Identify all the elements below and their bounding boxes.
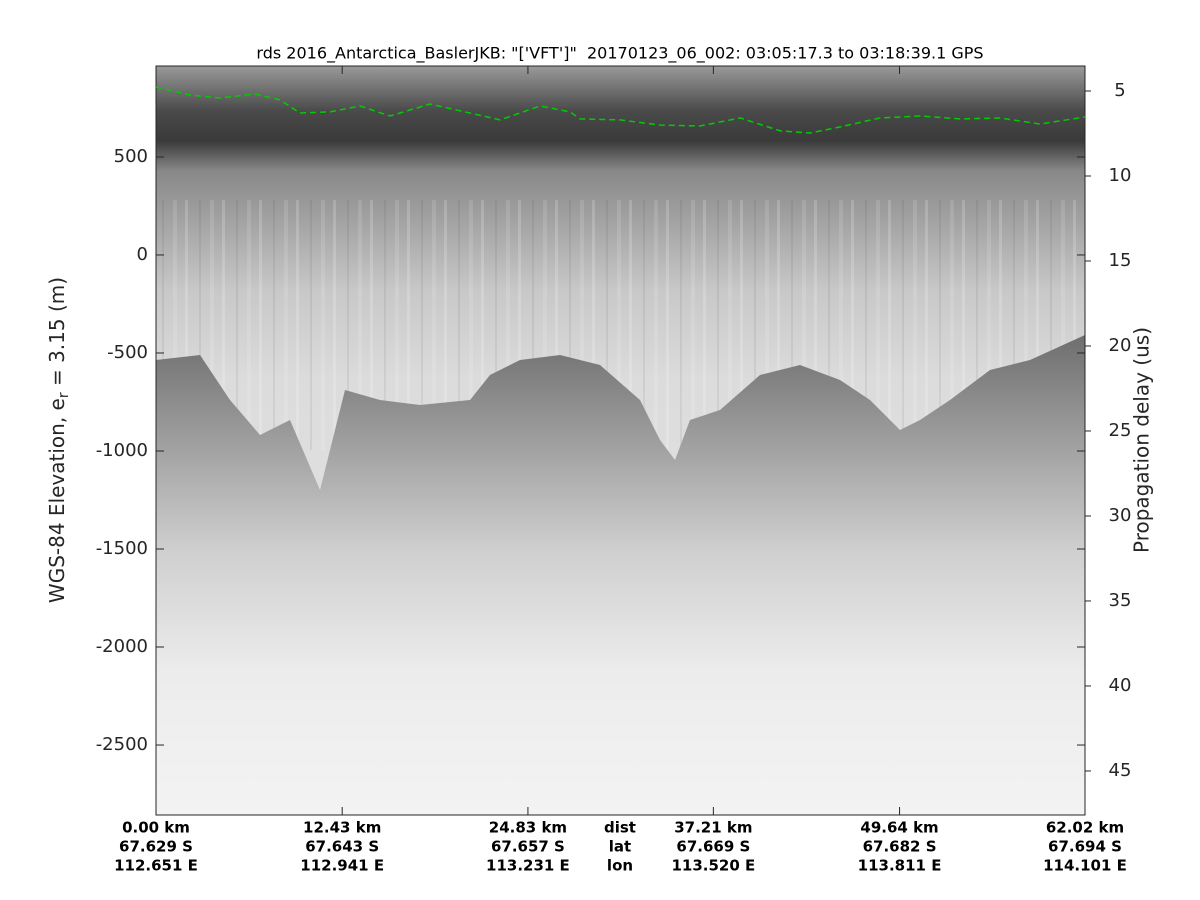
y-label-text: = 3.15 (m) (45, 277, 69, 392)
x-tick-lat: 67.657 S (491, 838, 565, 856)
x-tick-lat: 67.694 S (1048, 838, 1122, 856)
y-tick-label: -500 (107, 342, 148, 363)
y2-tick-label: 35 (1109, 590, 1132, 611)
y2-tick-label: 25 (1109, 420, 1132, 441)
x-tick-lat: 67.682 S (863, 838, 937, 856)
x-tick-lon: 113.231 E (486, 857, 570, 875)
y-tick-label: -1000 (96, 440, 148, 461)
x-tick-lon: 112.651 E (114, 857, 198, 875)
x-tick-label: 62.02 km (1046, 819, 1124, 837)
x-tick-lon: 114.101 E (1043, 857, 1127, 875)
surface-line (155, 86, 1086, 134)
x-tick-label: 12.43 km (303, 819, 381, 837)
x-tick-label: 0.00 km (122, 819, 190, 837)
x-row-label: dist (604, 819, 636, 837)
echogram-image (156, 66, 1085, 815)
x-tick-lat: 67.629 S (119, 838, 193, 856)
x-tick-label: 37.21 km (674, 819, 752, 837)
y2-tick-label: 45 (1109, 760, 1132, 781)
y-axis-label: WGS-84 Elevation, er = 3.15 (m) (45, 277, 73, 603)
chart-title: rds 2016_Antarctica_BaslerJKB: "['VFT']"… (256, 44, 983, 64)
x-tick-label: 49.64 km (860, 819, 938, 837)
x-tick-label: 24.83 km (489, 819, 567, 837)
plot-frame (155, 65, 1086, 816)
y2-tick-label: 30 (1109, 505, 1132, 526)
y2-tick-label: 5 (1114, 80, 1125, 101)
x-tick-lon: 112.941 E (300, 857, 384, 875)
y-tick-label: -2500 (96, 734, 148, 755)
x-row-label: lat (609, 838, 631, 856)
y-label-text: WGS-84 Elevation, e (45, 398, 69, 603)
y-tick-label: 0 (137, 244, 148, 265)
y2-tick-label: 40 (1109, 675, 1132, 696)
y-label-sub: r (56, 392, 72, 398)
y2-tick-label: 10 (1109, 165, 1132, 186)
y-tick-label: 500 (114, 146, 148, 167)
x-row-label: lon (607, 857, 633, 875)
y2-tick-label: 15 (1109, 250, 1132, 271)
x-tick-lon: 113.520 E (671, 857, 755, 875)
y2-tick-label: 20 (1109, 335, 1132, 356)
y2-axis-label: Propagation delay (us) (1130, 327, 1154, 553)
x-tick-lat: 67.669 S (676, 838, 750, 856)
y-tick-label: -1500 (96, 538, 148, 559)
x-tick-lat: 67.643 S (305, 838, 379, 856)
y-tick-label: -2000 (96, 636, 148, 657)
x-tick-lon: 113.811 E (858, 857, 942, 875)
